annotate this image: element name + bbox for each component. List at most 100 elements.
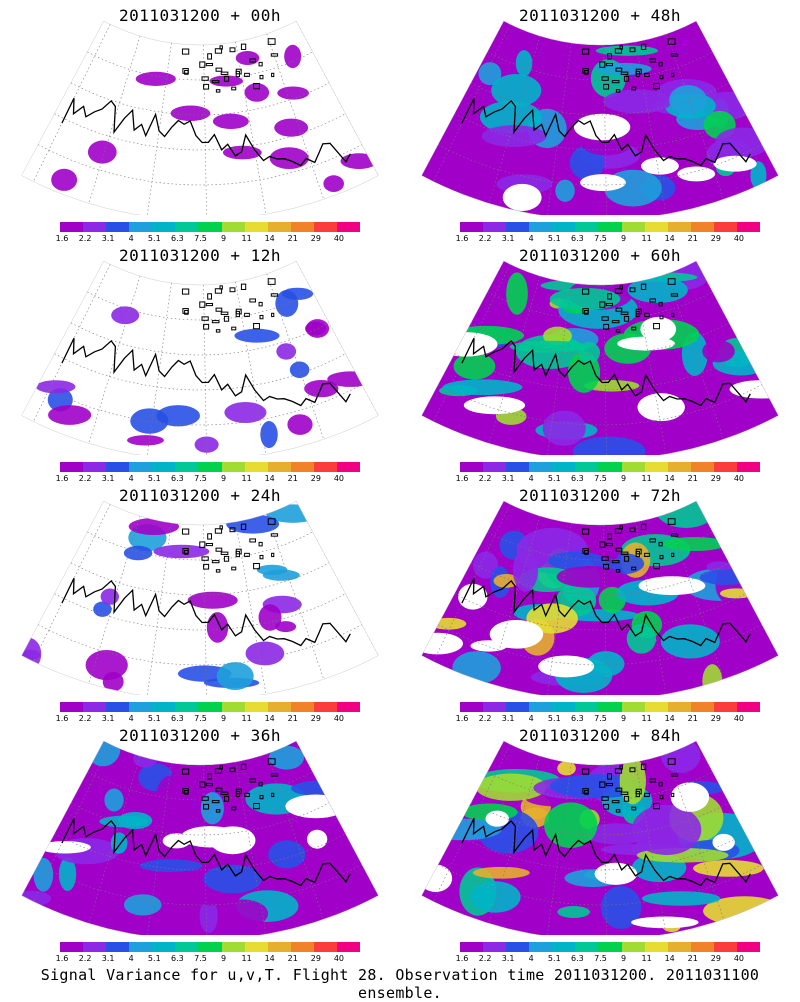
variance-contour (491, 74, 542, 107)
variance-contour (478, 62, 502, 86)
colorbar-label: 1.6 (455, 234, 469, 243)
colorbar (60, 462, 361, 472)
colorbar-swatch (83, 222, 107, 232)
colorbar-label: 9 (620, 714, 627, 723)
colorbar-swatch (460, 462, 484, 472)
variance-contour (641, 891, 721, 906)
variance-contour (35, 380, 76, 394)
colorbar-label: 5.1 (547, 474, 561, 483)
variance-contour (51, 168, 78, 191)
colorbar-swatch (336, 462, 361, 472)
variance-contour (153, 544, 210, 559)
map-panel-48h: 2011031200 + 48h 1.6 2.2 3.1 4 5.1 6.3 7.5 9 11 1… (400, 0, 800, 243)
colorbar-label: 1.6 (55, 954, 69, 963)
colorbar (60, 942, 361, 952)
colorbar-swatch (667, 462, 691, 472)
colorbar-label: 21 (687, 234, 698, 243)
colorbar-swatch (690, 942, 714, 952)
variance-contour (584, 380, 640, 392)
colorbar-label: 11 (241, 954, 252, 963)
variance-contour (85, 741, 121, 767)
colorbar-swatch (460, 702, 484, 712)
coastline (61, 97, 351, 167)
map-plot (421, 260, 779, 455)
colorbar-label: 21 (687, 954, 698, 963)
colorbar-swatch (460, 222, 484, 232)
colorbar-label: 40 (733, 714, 745, 723)
colorbar-label: 29 (710, 714, 721, 723)
map-plot (21, 500, 379, 695)
colorbar-swatch (175, 222, 199, 232)
colorbar-label: 7.5 (594, 714, 607, 723)
colorbar-swatch (290, 222, 314, 232)
panel-title: 2011031200 + 24h (118, 486, 282, 505)
variance-contour (104, 788, 124, 812)
colorbar-swatch (713, 462, 737, 472)
colorbar-label: 40 (733, 954, 745, 963)
colorbar-swatch (60, 462, 84, 472)
map-plot (421, 740, 779, 935)
colorbar-label: 29 (310, 954, 321, 963)
colorbar-label: 5.1 (147, 954, 161, 963)
variance-contour (572, 436, 646, 455)
variance-contour (699, 569, 751, 585)
colorbar-swatch (336, 702, 361, 712)
colorbar-swatch (621, 702, 645, 712)
colorbar-swatch (244, 702, 268, 712)
colorbar-label: 29 (710, 234, 721, 243)
colorbar-swatch (60, 222, 84, 232)
colorbar-swatch (529, 942, 553, 952)
colorbar-label: 21 (687, 474, 698, 483)
variance-contour (750, 161, 767, 190)
coastline (61, 817, 351, 887)
colorbar-swatch (313, 462, 337, 472)
variance-contour (340, 153, 378, 169)
colorbar-swatch (175, 702, 199, 712)
variance-contour (284, 44, 302, 69)
colorbar-label: 6.3 (571, 234, 584, 243)
colorbar (460, 942, 761, 952)
colorbar-swatch (552, 462, 576, 472)
panel-title: 2011031200 + 48h (518, 6, 682, 25)
colorbar-swatch (221, 222, 245, 232)
colorbar-swatch (506, 462, 530, 472)
variance-contour (515, 50, 533, 77)
colorbar-label: 4 (128, 954, 134, 963)
variance-contour (702, 340, 735, 363)
variance-contour (48, 405, 92, 425)
colorbar-label: 2.2 (478, 234, 492, 243)
variance-contour (442, 379, 523, 396)
colorbar-swatch (106, 942, 130, 952)
colorbar-swatch (506, 702, 530, 712)
colorbar-swatch (713, 702, 737, 712)
colorbar-label: 4 (128, 234, 134, 243)
variance-contour (509, 340, 589, 353)
colorbar-swatch (460, 942, 484, 952)
colorbar-label: 6.3 (571, 954, 584, 963)
variance-contour (212, 113, 249, 130)
colorbar-swatch (244, 222, 268, 232)
map-panel-36h: 2011031200 + 36h 1.6 2.2 3.1 4 5.1 6.3 7.5 9 11 1… (0, 720, 400, 963)
map-plot (21, 740, 379, 935)
colorbar-swatch (152, 702, 176, 712)
colorbar-label: 11 (641, 954, 652, 963)
colorbar-label: 9 (220, 714, 227, 723)
colorbar (60, 222, 361, 232)
colorbar-swatch (267, 462, 291, 472)
colorbar-swatch (83, 942, 107, 952)
colorbar-label: 1.6 (55, 474, 69, 483)
colorbar-label: 3.1 (501, 714, 515, 723)
colorbar-label: 40 (333, 234, 345, 243)
colorbar-swatch (736, 942, 761, 952)
colorbar-swatch (690, 462, 714, 472)
colorbar-swatch (129, 702, 153, 712)
colorbar-label: 6.3 (171, 234, 184, 243)
colorbar-swatch (244, 462, 268, 472)
colorbar-label: 3.1 (501, 234, 515, 243)
variance-contour (256, 564, 288, 576)
colorbar-label: 40 (733, 234, 745, 243)
map-plot (421, 20, 779, 215)
variance-contour (100, 588, 119, 605)
map-panel-00h: 2011031200 + 00h 1.6 2.2 3.1 4 5.1 6.3 7.5 9 11 1… (0, 0, 400, 243)
colorbar-swatch (336, 222, 361, 232)
